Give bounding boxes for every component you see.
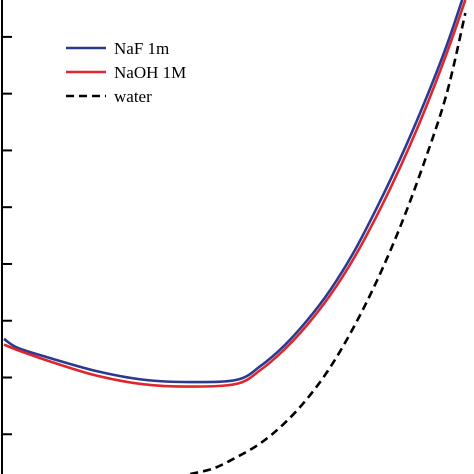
- plot-series: [3, 0, 467, 474]
- legend-label: NaF 1m: [114, 39, 169, 58]
- legend: NaF 1m NaOH 1M water: [66, 39, 186, 106]
- series-line-naf-1m: [3, 0, 464, 384]
- legend-label: water: [114, 87, 152, 106]
- legend-label: NaOH 1M: [114, 63, 186, 82]
- y-axis-ticks: [2, 35, 12, 436]
- series-line-naoh-1m: [3, 0, 467, 388]
- series-line-water: [190, 12, 467, 474]
